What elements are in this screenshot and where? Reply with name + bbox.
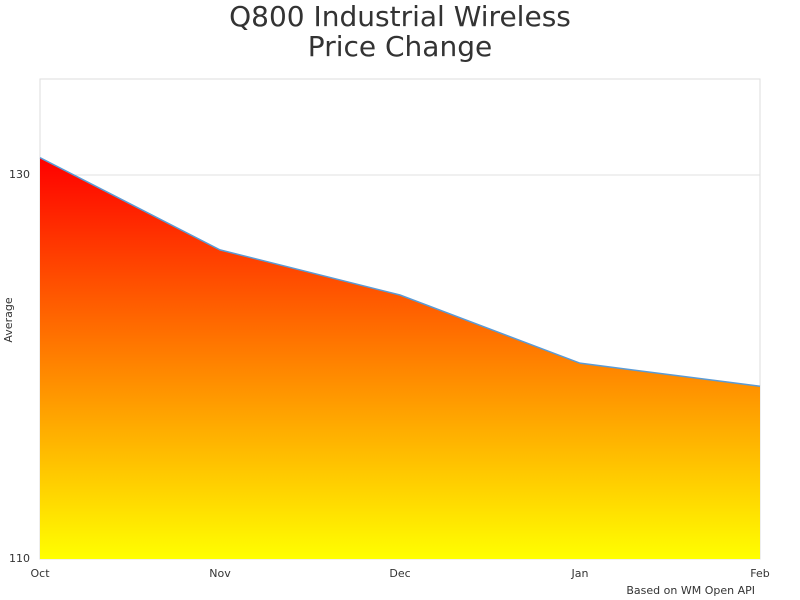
chart-title: Price Change bbox=[308, 30, 492, 63]
x-tick-label: Oct bbox=[30, 567, 50, 580]
x-tick-label: Dec bbox=[389, 567, 410, 580]
x-tick-label: Nov bbox=[209, 567, 231, 580]
y-tick-label: 130 bbox=[9, 168, 30, 181]
x-tick-label: Jan bbox=[571, 567, 589, 580]
chart-title: Q800 Industrial Wireless bbox=[229, 0, 571, 33]
footer: Based on WM Open API bbox=[626, 584, 755, 597]
y-tick-label: 110 bbox=[9, 552, 30, 565]
line bbox=[39, 157, 761, 387]
area bbox=[40, 157, 760, 559]
x-tick-label: Feb bbox=[750, 567, 769, 580]
y-axis-label: Average bbox=[2, 297, 15, 342]
